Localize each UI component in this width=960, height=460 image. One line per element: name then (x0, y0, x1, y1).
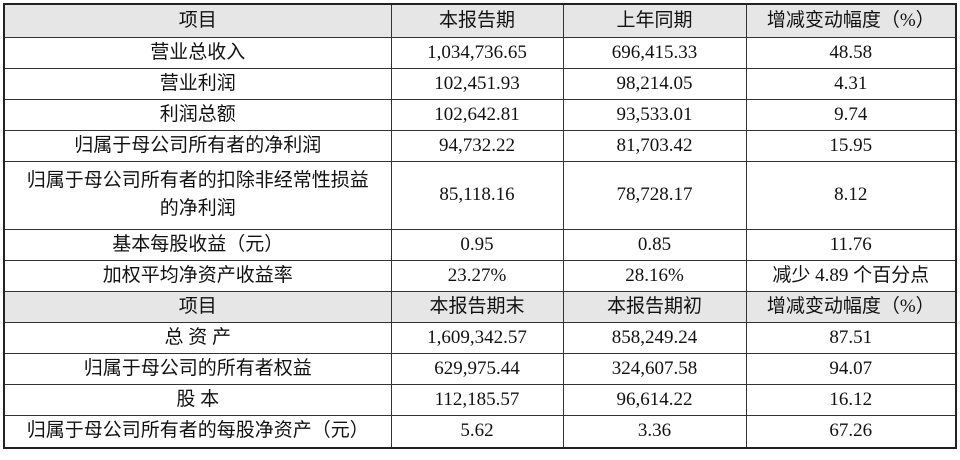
cell-value: 9.74 (745, 98, 957, 131)
row-label: 归属于母公司所有者的每股净资产（元） (3, 414, 392, 449)
cell-value: 16.12 (745, 383, 957, 416)
cell-value: 94,732.22 (390, 129, 564, 162)
table-row: 股 本 112,185.57 96,614.22 16.12 (3, 383, 957, 416)
cell-value: 78,728.17 (562, 160, 747, 230)
cell-value: 48.58 (745, 36, 957, 69)
table-row: 归属于母公司所有者的每股净资产（元） 5.62 3.36 67.26 (3, 414, 957, 449)
row-label: 营业总收入 (3, 36, 392, 69)
cell-value: 28.16% (562, 259, 747, 292)
row-label: 归属于母公司所有者的净利润 (3, 129, 392, 162)
table-row: 加权平均净资产收益率 23.27% 28.16% 减少 4.89 个百分点 (3, 259, 957, 292)
row-label: 股 本 (3, 383, 392, 416)
cell-value: 0.95 (390, 228, 564, 261)
table-row: 归属于母公司所有者的扣除非经常性损益的净利润 85,118.16 78,728.17… (3, 160, 957, 230)
table-row: 总 资 产 1,609,342.57 858,249.24 87.51 (3, 321, 957, 354)
header-row: 项目 本报告期 上年同期 增减变动幅度（%） (3, 3, 957, 38)
cell-value: 102,642.81 (390, 98, 564, 131)
row-label: 归属于母公司的所有者权益 (3, 352, 392, 385)
table-row: 利润总额 102,642.81 93,533.01 9.74 (3, 98, 957, 131)
cell-value: 1,034,736.65 (390, 36, 564, 69)
table-row: 营业总收入 1,034,736.65 696,415.33 48.58 (3, 36, 957, 69)
cell-value: 629,975.44 (390, 352, 564, 385)
column-header: 上年同期 (562, 3, 747, 38)
cell-value: 102,451.93 (390, 67, 564, 100)
column-header: 增减变动幅度（%） (745, 3, 957, 38)
cell-value: 696,415.33 (562, 36, 747, 69)
cell-value: 85,118.16 (390, 160, 564, 230)
cell-value: 5.62 (390, 414, 564, 449)
column-header: 项目 (3, 290, 392, 323)
column-header: 项目 (3, 3, 392, 38)
cell-value: 1,609,342.57 (390, 321, 564, 354)
cell-value: 11.76 (745, 228, 957, 261)
row-label: 加权平均净资产收益率 (3, 259, 392, 292)
table-row: 基本每股收益（元） 0.95 0.85 11.76 (3, 228, 957, 261)
cell-value: 23.27% (390, 259, 564, 292)
cell-value: 3.36 (562, 414, 747, 449)
row-label: 营业利润 (3, 67, 392, 100)
column-header: 增减变动幅度（%） (745, 290, 957, 323)
cell-value: 324,607.58 (562, 352, 747, 385)
cell-value: 98,214.05 (562, 67, 747, 100)
cell-value: 81,703.42 (562, 129, 747, 162)
cell-value: 15.95 (745, 129, 957, 162)
column-header: 本报告期 (390, 3, 564, 38)
row-label: 总 资 产 (3, 321, 392, 354)
cell-value: 87.51 (745, 321, 957, 354)
cell-value: 93,533.01 (562, 98, 747, 131)
cell-value: 67.26 (745, 414, 957, 449)
cell-value: 4.31 (745, 67, 957, 100)
table-row: 归属于母公司所有者的净利润 94,732.22 81,703.42 15.95 (3, 129, 957, 162)
financial-summary-table: 项目 本报告期 上年同期 增减变动幅度（%） 营业总收入 1,034,736.65 696,… (3, 3, 957, 449)
cell-value: 112,185.57 (390, 383, 564, 416)
cell-value: 8.12 (745, 160, 957, 230)
cell-value: 96,614.22 (562, 383, 747, 416)
row-label: 利润总额 (3, 98, 392, 131)
table-row: 营业利润 102,451.93 98,214.05 4.31 (3, 67, 957, 100)
cell-value: 减少 4.89 个百分点 (745, 259, 957, 292)
cell-value: 0.85 (562, 228, 747, 261)
row-label: 归属于母公司所有者的扣除非经常性损益的净利润 (3, 160, 392, 230)
column-header: 本报告期末 (390, 290, 564, 323)
column-header: 本报告期初 (562, 290, 747, 323)
cell-value: 94.07 (745, 352, 957, 385)
row-label: 基本每股收益（元） (3, 228, 392, 261)
cell-value: 858,249.24 (562, 321, 747, 354)
header-row: 项目 本报告期末 本报告期初 增减变动幅度（%） (3, 290, 957, 323)
table-row: 归属于母公司的所有者权益 629,975.44 324,607.58 94.07 (3, 352, 957, 385)
